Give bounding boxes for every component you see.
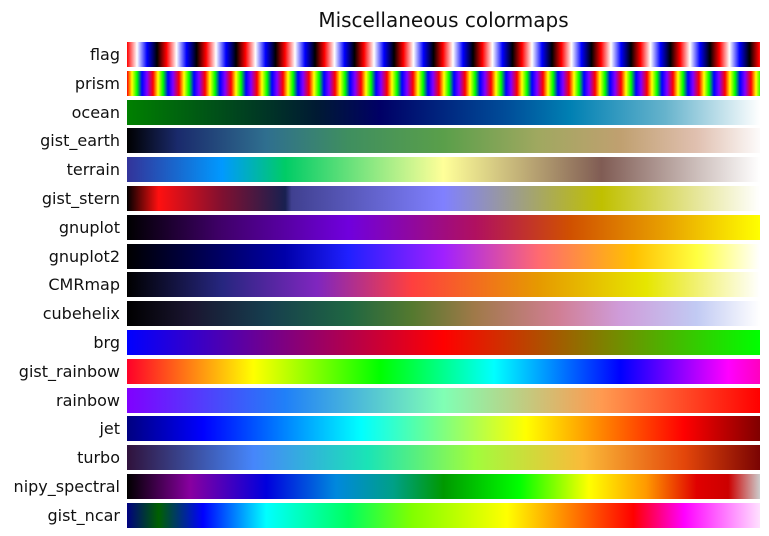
colormap-label: prism [74,73,120,93]
colormap-bar [127,42,760,67]
colormap-label: jet [99,419,120,439]
colormap-label: brg [93,333,120,352]
colormap-bar [127,99,760,125]
colormap-label: gist_ncar [47,505,120,525]
colormap-bar [127,70,760,96]
colormap-bar [127,445,760,471]
colormap-label: gnuplot [58,217,120,237]
colormap-label: cubehelix [42,304,120,324]
colormap-label: gist_stern [41,189,120,208]
colormap-bar [127,387,760,413]
colormap-label: flag [89,45,120,64]
colormap-label: gnuplot2 [48,246,120,266]
colormap-bar [127,157,760,183]
colormap-bar [127,272,760,298]
colormap-label: gist_rainbow [18,361,120,381]
colormap-bar [127,358,760,384]
colormap-bar [127,186,760,211]
colormap-bar [127,243,760,269]
colormap-bar [127,128,760,154]
colormap-label: terrain [66,160,120,180]
colormap-label: rainbow [56,390,120,410]
colormap-label: turbo [77,448,120,468]
colormap-bar [127,416,760,442]
colormap-label: gist_earth [40,131,120,151]
colormap-label: CMRmap [48,275,120,295]
colormap-label: ocean [71,102,120,122]
colormap-bar [127,330,760,355]
colormap-bar [127,301,760,327]
figure-title: Miscellaneous colormaps [318,8,569,32]
colormap-bar [127,214,760,240]
colormap-bar [127,502,760,528]
colormap-bar [127,474,760,499]
colormap-label: nipy_spectral [13,477,120,496]
